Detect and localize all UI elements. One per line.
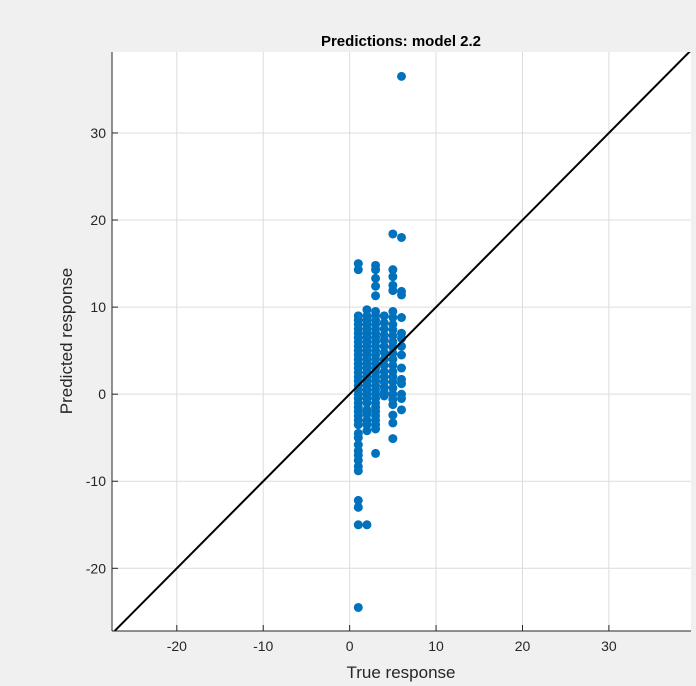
data-point	[388, 418, 398, 428]
x-tick-label: 30	[601, 638, 617, 654]
data-point	[353, 502, 363, 512]
data-point	[353, 520, 363, 530]
chart-title: Predictions: model 2.2	[321, 33, 481, 50]
grid-lines	[112, 52, 691, 631]
data-point	[397, 290, 406, 300]
y-tick-label: 30	[90, 125, 106, 141]
data-point	[397, 379, 406, 389]
data-point	[353, 433, 363, 443]
data-point	[397, 232, 406, 242]
data-point	[371, 265, 381, 275]
data-point	[362, 398, 372, 408]
data-point	[371, 291, 381, 301]
data-point	[388, 434, 398, 444]
data-point	[388, 313, 398, 323]
data-point	[371, 424, 381, 434]
y-tick-label: -10	[86, 473, 106, 489]
data-point	[397, 71, 406, 81]
data-point	[353, 466, 363, 476]
x-tick-label: 0	[346, 638, 354, 654]
y-axis-ticks: -20 -10 0 10 20 30	[86, 125, 118, 576]
y-tick-label: 20	[90, 212, 106, 228]
y-tick-label: -20	[86, 560, 106, 576]
data-point	[388, 286, 398, 296]
scatter-points	[353, 71, 406, 612]
y-axis-label: Predicted response	[57, 268, 76, 414]
data-point	[388, 400, 398, 410]
data-point	[371, 273, 381, 283]
data-point	[397, 394, 406, 404]
y-tick-label: 10	[90, 299, 106, 315]
x-tick-label: -10	[253, 638, 273, 654]
x-axis-ticks: -20 -10 0 10 20 30	[167, 625, 617, 654]
y-tick-label: 0	[98, 386, 106, 402]
data-point	[353, 420, 363, 430]
data-point	[397, 363, 406, 373]
data-point	[362, 426, 372, 436]
axes-frame	[111, 52, 691, 632]
x-tick-label: -20	[167, 638, 187, 654]
reference-line	[113, 52, 691, 631]
data-point	[353, 602, 363, 612]
data-point	[353, 265, 363, 275]
data-point	[388, 410, 398, 420]
data-point	[379, 311, 389, 321]
data-point	[362, 520, 372, 530]
data-point	[379, 391, 389, 401]
data-point	[397, 313, 406, 323]
data-point	[388, 229, 398, 239]
x-tick-label: 20	[515, 638, 531, 654]
data-point	[353, 495, 363, 505]
data-point	[397, 350, 406, 360]
x-axis-label: True response	[347, 663, 456, 682]
data-point	[397, 405, 406, 415]
data-point	[388, 272, 398, 282]
data-point	[388, 265, 398, 275]
data-point	[379, 347, 389, 357]
data-point	[371, 281, 381, 291]
x-tick-label: 10	[428, 638, 444, 654]
data-point	[371, 448, 381, 458]
